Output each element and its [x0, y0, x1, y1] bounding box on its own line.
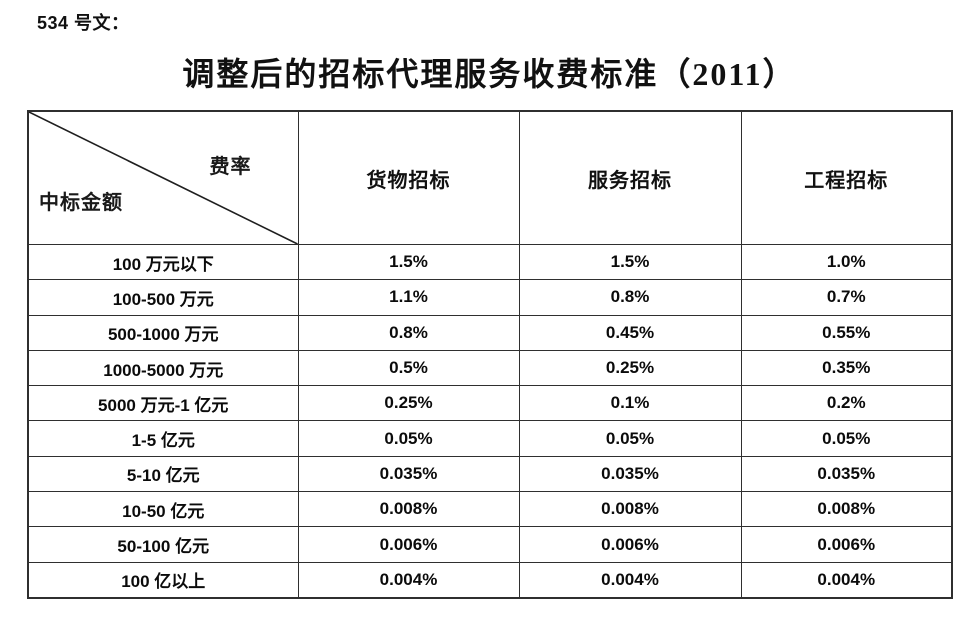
service-rate-cell: 0.05% — [518, 420, 742, 457]
service-rate-cell: 0.008% — [518, 491, 742, 528]
goods-rate-cell: 0.05% — [297, 420, 520, 457]
goods-rate-cell: 0.008% — [297, 491, 520, 528]
goods-rate-cell: 0.25% — [297, 385, 520, 422]
service-rate-cell: 1.5% — [518, 243, 742, 281]
diagonal-divider-line — [29, 112, 298, 244]
table-row: 5-10 亿元 0.035% 0.035% 0.035% — [27, 455, 953, 493]
goods-rate-cell: 0.004% — [297, 561, 520, 599]
engineering-rate-cell: 0.008% — [740, 491, 953, 528]
column-header-goods-bidding: 货物招标 — [297, 110, 520, 245]
amount-range-cell: 1-5 亿元 — [27, 420, 299, 457]
page-title: 调整后的招标代理服务收费标准（2011） — [182, 56, 797, 92]
table-row: 100-500 万元 1.1% 0.8% 0.7% — [27, 279, 953, 316]
table-row: 500-1000 万元 0.8% 0.45% 0.55% — [27, 314, 953, 351]
corner-label-bid-amount: 中标金额 — [39, 192, 123, 214]
engineering-rate-cell: 0.004% — [740, 561, 953, 599]
service-rate-cell: 0.45% — [518, 314, 742, 351]
table-row: 100 万元以下 1.5% 1.5% 1.0% — [27, 243, 953, 281]
engineering-rate-cell: 0.35% — [740, 349, 953, 387]
doc-number-label: 534 号文： — [37, 13, 130, 33]
amount-range-cell: 100 万元以下 — [27, 243, 299, 281]
amount-range-cell: 10-50 亿元 — [27, 491, 299, 528]
service-rate-cell: 0.006% — [518, 526, 742, 563]
column-header-service-bidding: 服务招标 — [518, 110, 742, 245]
goods-rate-cell: 1.5% — [297, 243, 520, 281]
amount-range-cell: 100-500 万元 — [27, 279, 299, 316]
service-rate-cell: 0.1% — [518, 385, 742, 422]
service-rate-cell: 0.035% — [518, 455, 742, 493]
amount-range-cell: 5000 万元-1 亿元 — [27, 385, 299, 422]
amount-range-cell: 100 亿以上 — [27, 561, 299, 599]
goods-rate-cell: 0.006% — [297, 526, 520, 563]
engineering-rate-cell: 0.7% — [740, 279, 953, 316]
table-row: 100 亿以上 0.004% 0.004% 0.004% — [27, 561, 953, 599]
engineering-rate-cell: 0.55% — [740, 314, 953, 351]
table-row: 1-5 亿元 0.05% 0.05% 0.05% — [27, 420, 953, 457]
engineering-rate-cell: 0.05% — [740, 420, 953, 457]
engineering-rate-cell: 0.006% — [740, 526, 953, 563]
amount-range-cell: 5-10 亿元 — [27, 455, 299, 493]
engineering-rate-cell: 0.035% — [740, 455, 953, 493]
service-rate-cell: 0.8% — [518, 279, 742, 316]
column-header-engineering-bidding: 工程招标 — [740, 110, 953, 245]
table-row: 5000 万元-1 亿元 0.25% 0.1% 0.2% — [27, 385, 953, 422]
corner-label-rate: 费率 — [209, 156, 252, 178]
table-row: 1000-5000 万元 0.5% 0.25% 0.35% — [27, 349, 953, 387]
goods-rate-cell: 1.1% — [297, 279, 520, 316]
amount-range-cell: 1000-5000 万元 — [27, 349, 299, 387]
table-row: 50-100 亿元 0.006% 0.006% 0.006% — [27, 526, 953, 563]
fee-table: 费率 中标金额 货物招标 服务招标 工程招标 100 万元以下 1.5% 1.5… — [27, 110, 953, 599]
engineering-rate-cell: 1.0% — [740, 243, 953, 281]
service-rate-cell: 0.25% — [518, 349, 742, 387]
amount-range-cell: 50-100 亿元 — [27, 526, 299, 563]
goods-rate-cell: 0.035% — [297, 455, 520, 493]
goods-rate-cell: 0.8% — [297, 314, 520, 351]
table-row: 10-50 亿元 0.008% 0.008% 0.008% — [27, 491, 953, 528]
corner-cell: 费率 中标金额 — [27, 110, 299, 245]
header-row: 费率 中标金额 货物招标 服务招标 工程招标 — [27, 110, 953, 245]
goods-rate-cell: 0.5% — [297, 349, 520, 387]
engineering-rate-cell: 0.2% — [740, 385, 953, 422]
fee-table-body: 100 万元以下 1.5% 1.5% 1.0% 100-500 万元 1.1% … — [27, 243, 953, 599]
amount-range-cell: 500-1000 万元 — [27, 314, 299, 351]
service-rate-cell: 0.004% — [518, 561, 742, 599]
